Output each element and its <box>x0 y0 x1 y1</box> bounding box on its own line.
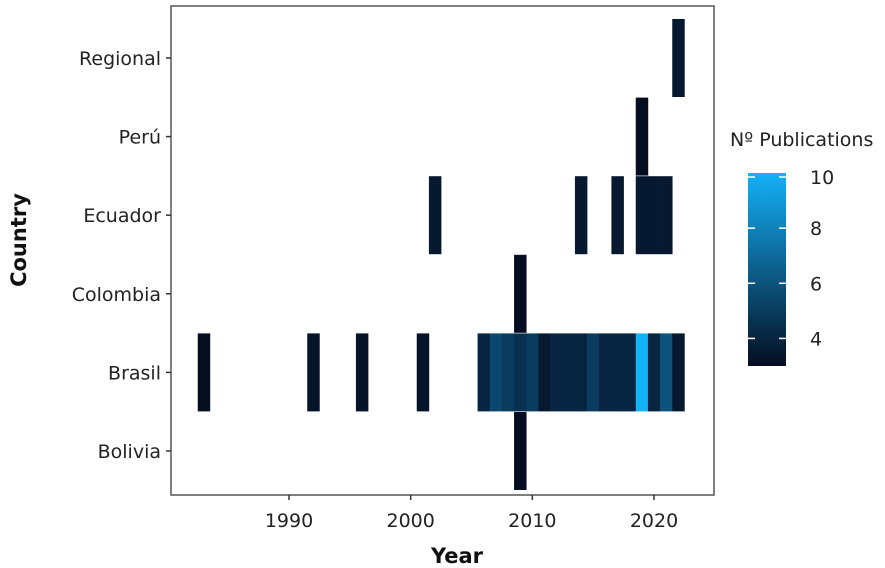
heatmap-cell <box>672 19 685 97</box>
legend-tick-label: 6 <box>810 273 822 295</box>
legend-title: Nº Publications <box>730 129 873 151</box>
x-tick-label: 2000 <box>386 510 434 532</box>
legend-tick-label: 4 <box>810 328 822 350</box>
heatmap-cell <box>489 333 503 412</box>
x-tick-label: 2010 <box>508 510 556 532</box>
heatmap-cell <box>550 333 564 412</box>
heatmap-cell <box>623 333 637 412</box>
x-axis: 1990 2000 2010 2020 <box>265 495 678 532</box>
heatmap-cell <box>660 176 673 255</box>
heatmap-cell <box>526 333 539 412</box>
y-axis: Bolivia Brasil Colombia Ecuador Perú Regional <box>72 48 171 463</box>
heatmap-cell <box>611 176 624 255</box>
heatmap-cell <box>514 333 527 412</box>
heatmap-cell <box>635 176 649 255</box>
heatmap-cell <box>587 333 600 412</box>
heatmap-cell <box>672 333 685 412</box>
y-tick-label: Ecuador <box>83 205 161 227</box>
heatmap-cell <box>599 333 612 412</box>
y-tick-label: Regional <box>79 48 161 70</box>
heatmap-cell <box>635 97 649 176</box>
heatmap-cell <box>428 176 442 255</box>
x-axis-title: Year <box>430 544 484 568</box>
heatmap-cell <box>647 176 661 255</box>
plot-panel-border <box>170 5 715 496</box>
heatmap-cell <box>574 176 588 255</box>
legend: Nº Publications 4 6 8 10 <box>730 129 873 366</box>
y-tick-label: Colombia <box>72 284 161 306</box>
heatmap-cell <box>307 333 320 412</box>
y-axis-title: Country <box>7 193 31 287</box>
heatmap-cell <box>197 333 211 412</box>
heatmap-cell <box>514 412 527 490</box>
heatmap-cell <box>355 333 369 412</box>
y-tick-label: Brasil <box>108 362 161 384</box>
heatmap-cell <box>514 254 527 333</box>
heatmap-cell <box>660 333 673 412</box>
x-tick-label: 2020 <box>630 510 678 532</box>
x-tick-label: 1990 <box>265 510 313 532</box>
heatmap-cell <box>635 333 649 412</box>
heatmap-cell <box>574 333 588 412</box>
heatmap-cell <box>538 333 551 412</box>
heatmap-cell <box>416 333 430 412</box>
legend-tick-label: 10 <box>810 167 834 189</box>
legend-colorbar <box>748 173 786 366</box>
heatmap-cells <box>197 19 685 490</box>
legend-ticks: 4 6 8 10 <box>748 167 834 350</box>
heatmap-cell <box>611 333 624 412</box>
heatmap-cell <box>562 333 576 412</box>
heatmap-cell <box>477 333 491 412</box>
heatmap-cell <box>647 333 661 412</box>
y-tick-label: Perú <box>119 127 161 149</box>
legend-tick-label: 8 <box>810 218 822 240</box>
heatmap-cell <box>501 333 515 412</box>
y-tick-label: Bolivia <box>98 441 161 463</box>
